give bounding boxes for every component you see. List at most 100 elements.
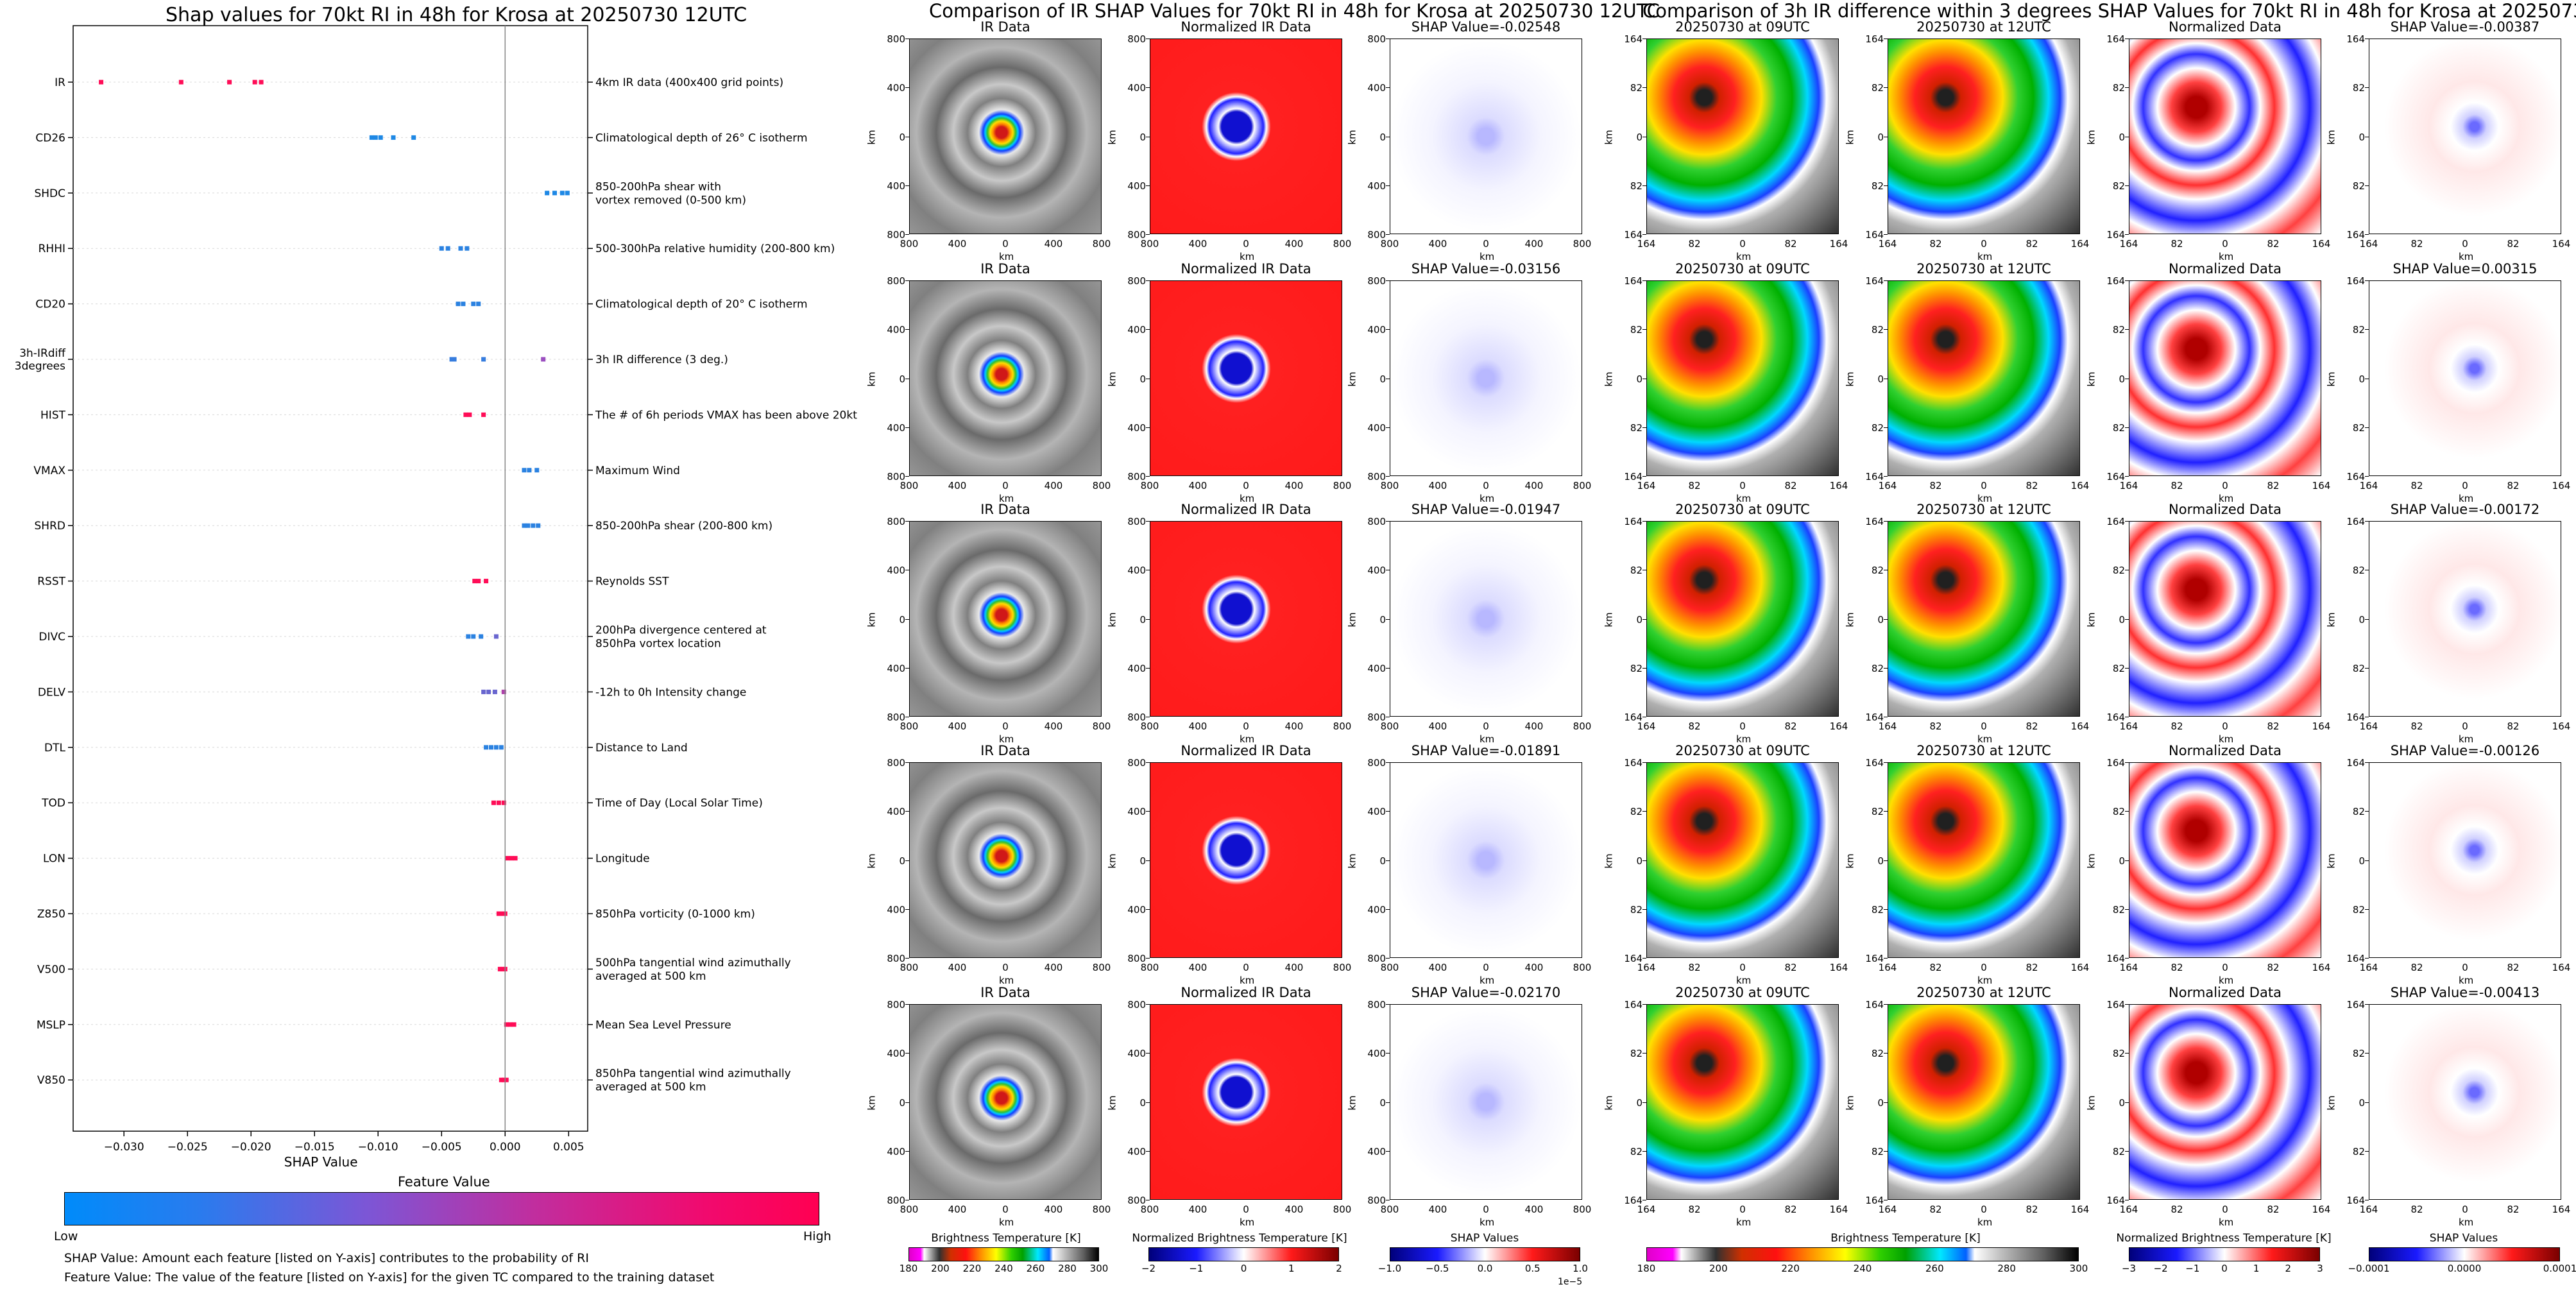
- normalized-ir-panel-ytick: 400: [1127, 1048, 1146, 1060]
- ir-data-panel-xtick: 800: [1092, 238, 1111, 250]
- normalized-diff-panel-ylabel: km: [2085, 853, 2097, 869]
- ir-09utc-panel-ylabel: km: [1603, 371, 1615, 387]
- normalized-ir-panel-xtick: 800: [1333, 962, 1352, 973]
- ir-data-panel-ytick-mark: [905, 234, 909, 235]
- ir-shap-panel-ytick-mark: [1386, 185, 1390, 186]
- feature-label: CD20: [35, 298, 65, 311]
- diff-shap-panel-ytick-mark: [2365, 860, 2369, 861]
- ir-12utc-panel-ytick-mark: [1884, 234, 1888, 235]
- normalized-diff-panel-image: [2129, 521, 2321, 717]
- ir-shap-panel-title: SHAP Value=-0.03156: [1411, 261, 1561, 277]
- normalized-ir-panel-xtick: 400: [1284, 238, 1304, 250]
- normalized-diff-panel-ytick-mark: [2125, 280, 2129, 281]
- ir-09utc-panel-ytick: 82: [1630, 806, 1642, 818]
- ir-data-panel-ytick: 400: [887, 180, 905, 192]
- ir-09utc-panel-ytick: 82: [1630, 565, 1642, 577]
- diff-shap-panel-xtick: 164: [2552, 962, 2571, 973]
- ir-12utc-panel-xtick: 164: [1878, 962, 1897, 973]
- shap-point: [493, 745, 499, 750]
- ir-09utc-panel-ytick: 82: [1630, 1145, 1642, 1157]
- ir-12utc-panel-xtick: 82: [2026, 962, 2038, 973]
- ir-data-panel-xtick: 400: [948, 238, 967, 250]
- ir-shap-panel-title: SHAP Value=-0.01891: [1411, 743, 1561, 758]
- shap-point: [497, 966, 502, 971]
- ir-data-panel-image: [909, 521, 1102, 717]
- ir-shap-panel-xtick: 400: [1428, 1204, 1447, 1215]
- normalized-diff-panel-xtick: 164: [2119, 1204, 2138, 1215]
- ir-shap-panel-ytick-mark: [1386, 1053, 1390, 1054]
- normalized-diff-panel-ytick-mark: [2125, 38, 2129, 39]
- ir-data-panel-xtick: 800: [1092, 1204, 1111, 1215]
- normalized-ir-panel-image: [1150, 1004, 1342, 1200]
- ir-data-panel-xtick: 800: [900, 721, 919, 732]
- ir-shap-panel-xtick: 800: [1573, 238, 1592, 250]
- nbt-tick-ir: 1: [1288, 1263, 1295, 1274]
- nbt-colorbar-ticks-diff: −3 −2 −1 0 1 2 3: [2122, 1263, 2323, 1276]
- feature-label: HIST: [40, 409, 66, 422]
- ir-09utc-panel-xtick: 0: [1739, 480, 1746, 491]
- ir-09utc-panel-xtick: 0: [1739, 1204, 1746, 1215]
- normalized-diff-panel-xtick: 82: [2267, 480, 2280, 491]
- ir-data-panel-xtick: 400: [948, 480, 967, 491]
- nbt-colorbar-ir: [1148, 1247, 1339, 1261]
- ir-09utc-panel-xtick: 82: [1784, 721, 1797, 732]
- normalized-ir-panel-ytick-mark: [1146, 38, 1150, 39]
- bt-colorbar-ticks-ir: 180 200 220 240 260 280 300: [900, 1263, 1109, 1276]
- ir-09utc-panel-ylabel: km: [1603, 1095, 1615, 1111]
- shap-point: [481, 357, 486, 362]
- ir-12utc-panel-ytick: 82: [1871, 565, 1884, 577]
- normalized-ir-panel-ytick-mark: [1146, 521, 1150, 522]
- feature-value-note: Feature Value: The value of the feature …: [64, 1270, 715, 1285]
- nbt-colorbar-label-ir: Normalized Brightness Temperature [K]: [1132, 1232, 1347, 1245]
- shap-point: [545, 191, 550, 196]
- ir-12utc-panel-ytick: 82: [1871, 180, 1884, 192]
- feature-value-colorbar: [64, 1192, 819, 1225]
- ir-diff-comparison-title: Comparison of 3h IR difference within 3 …: [1642, 0, 2576, 22]
- feature-label: 3h-IRdiff: [19, 347, 66, 360]
- ir-12utc-panel-ytick-mark: [1884, 860, 1888, 861]
- ir-12utc-panel-xtick: 82: [1929, 480, 1942, 491]
- ir-shap-panel-xtick: 800: [1573, 962, 1592, 973]
- nbt-tick-diff: 3: [2317, 1263, 2323, 1274]
- diff-shap-panel-xtick: 0: [2462, 238, 2468, 250]
- ir-09utc-panel-ytick-mark: [1642, 234, 1646, 235]
- shap-point: [472, 579, 477, 584]
- normalized-diff-panel-ytick: 164: [2106, 275, 2125, 287]
- ir-shap-panel-ytick-mark: [1386, 811, 1390, 812]
- normalized-ir-panel-xtick: 400: [1188, 238, 1207, 250]
- ir-09utc-panel-ytick-mark: [1642, 280, 1646, 281]
- ir-09utc-panel-ytick: 82: [1630, 180, 1642, 192]
- ir-shap-panel-xtick: 800: [1573, 721, 1592, 732]
- normalized-ir-panel-ytick-mark: [1146, 234, 1150, 235]
- feature-label: Z850: [37, 908, 65, 921]
- ir-12utc-panel-ytick-mark: [1884, 909, 1888, 910]
- ir-shap-panel-ytick: 800: [1367, 757, 1386, 769]
- shap-point: [259, 80, 264, 85]
- ir-12utc-panel-ytick: 82: [1871, 1145, 1884, 1157]
- ir-shap-panel-title: SHAP Value=-0.02548: [1411, 19, 1561, 35]
- ir-09utc-panel-xlabel: km: [1736, 733, 1752, 745]
- shap-point: [484, 579, 489, 584]
- ir-09utc-panel-xtick: 0: [1739, 962, 1746, 973]
- normalized-diff-panel-title: Normalized Data: [2169, 502, 2282, 517]
- normalized-diff-panel-ytick: 82: [2112, 565, 2125, 577]
- ir-data-panel-ytick: 800: [887, 953, 905, 964]
- ir-shap-panel-ytick: 800: [1367, 275, 1386, 287]
- feature-description: averaged at 500 km: [595, 970, 706, 983]
- ir-12utc-panel-xlabel: km: [1977, 975, 1993, 986]
- normalized-diff-panel-ytick: 82: [2112, 903, 2125, 916]
- normalized-ir-panel-ytick-mark: [1146, 762, 1150, 763]
- ir-12utc-panel-ytick: 82: [1871, 662, 1884, 674]
- ir-shap-panel-xlabel: km: [1480, 493, 1495, 504]
- shap-point: [565, 191, 570, 196]
- feature-description: Reynolds SST: [595, 576, 669, 588]
- normalized-ir-panel-xtick: 400: [1284, 962, 1304, 973]
- ir-09utc-panel-ytick-mark: [1642, 909, 1646, 910]
- ir-09utc-panel-ytick: 82: [1630, 1048, 1642, 1060]
- normalized-diff-panel-ytick: 82: [2112, 180, 2125, 192]
- ir-12utc-panel-xtick: 164: [2070, 480, 2090, 491]
- nbt-tick-diff: 1: [2253, 1263, 2260, 1274]
- normalized-ir-panel-ytick: 800: [1127, 757, 1146, 769]
- normalized-diff-panel-ytick-mark: [2125, 619, 2129, 620]
- normalized-ir-panel-ytick-mark: [1146, 1102, 1150, 1103]
